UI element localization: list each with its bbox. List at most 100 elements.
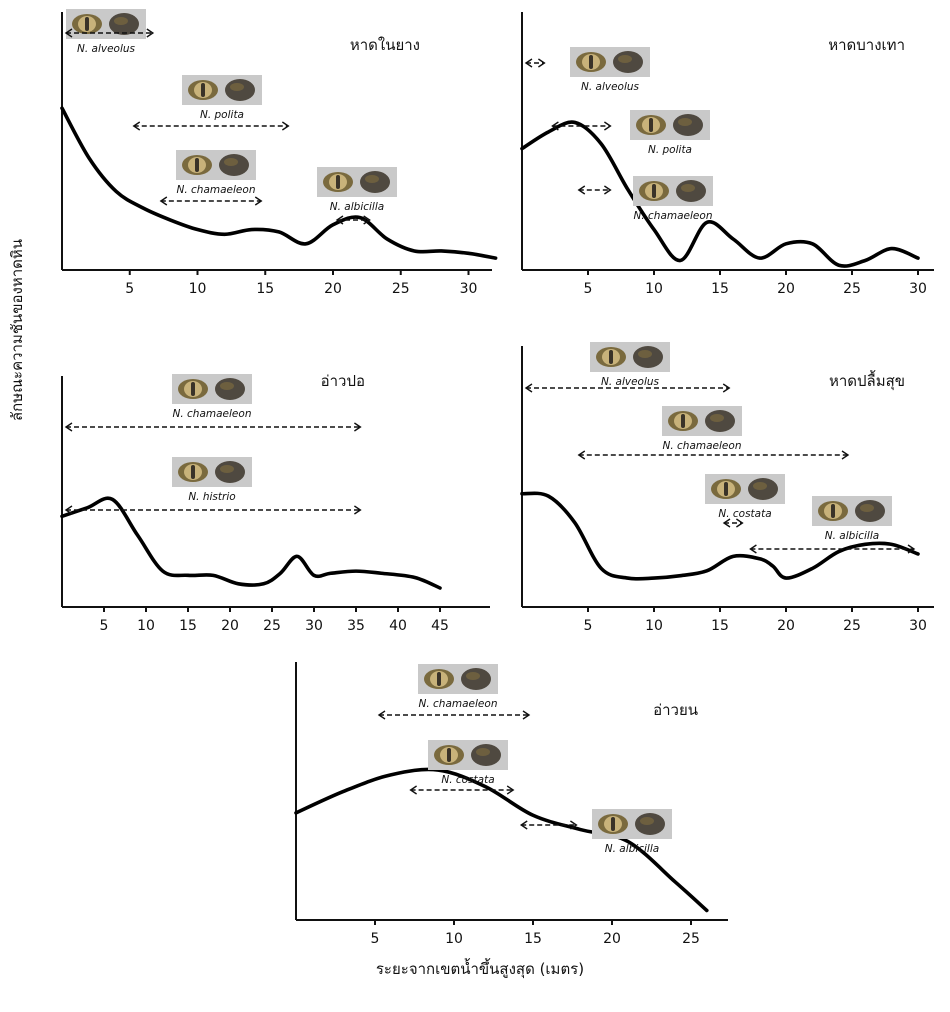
arrow-left-head [335, 215, 344, 225]
x-tick-label: 20 [777, 618, 795, 634]
x-tick-label: 30 [909, 281, 927, 297]
shell-highlight [681, 184, 695, 192]
x-tick-label: 15 [256, 281, 274, 297]
species-name: N. costata [441, 774, 494, 786]
shell-highlight [230, 83, 244, 91]
shell-photo [428, 740, 508, 770]
species-name: N. chamaeleon [173, 408, 252, 420]
arrow-right-head [354, 422, 362, 432]
arrow-left-head [749, 544, 757, 554]
panel-4: 5 10 15 20 25 30 หาดปลื้มสุข N. alveolus N. cham… [520, 342, 934, 634]
shell-photo [630, 110, 710, 140]
arrow-right-head [722, 383, 731, 393]
shell-photo [570, 47, 650, 77]
arrow-left-head [409, 785, 417, 795]
panels: 5 10 15 20 25 30 หาดในยาง N. alveolus N. polita N… [60, 9, 934, 947]
species-range: N. chamaeleon [577, 406, 850, 460]
arrow-right-head [146, 28, 155, 38]
shell-highlight [476, 748, 490, 756]
shell-photo [172, 374, 252, 404]
shell-operculum-slit [589, 55, 593, 69]
shell-highlight [466, 672, 480, 680]
x-tick-label: 5 [371, 931, 380, 947]
x-tick-label: 15 [524, 931, 542, 947]
shell-operculum-slit [652, 184, 656, 198]
arrow-right-head [538, 58, 546, 68]
x-tick-label: 10 [137, 618, 155, 634]
slope-profile-line [294, 767, 709, 913]
slope-profile-line [60, 496, 442, 590]
x-tick-label: 20 [603, 931, 621, 947]
x-tick-label: 10 [645, 618, 663, 634]
shell-photo [812, 496, 892, 526]
species-name: N. histrio [188, 491, 235, 503]
shell-operculum-slit [336, 175, 340, 189]
x-tick-label: 5 [125, 281, 134, 297]
species-range: N. chamaeleon [577, 176, 713, 222]
species-range: N. polita [132, 75, 290, 131]
shell-highlight [640, 817, 654, 825]
species-name: N. chamaeleon [634, 210, 713, 222]
arrow-left-head [64, 505, 73, 515]
shell-photo [705, 474, 785, 504]
x-tick-label: 15 [179, 618, 197, 634]
shell-highlight [860, 504, 874, 512]
arrow-right-head [907, 544, 916, 554]
x-tick-label: 5 [584, 618, 593, 634]
x-tick-label: 25 [843, 281, 861, 297]
species-range: N. alveolus [524, 342, 731, 393]
arrow-left-head [551, 121, 559, 131]
x-axis-title: ระยะจากเขตน้ำขึ้นสูงสุด (เมตร) [376, 958, 584, 979]
x-tick-label: 15 [711, 281, 729, 297]
species-name: N. alveolus [77, 43, 136, 55]
arrow-right-head [570, 820, 578, 830]
species-range: N. polita [551, 110, 710, 156]
species-range: N. albicilla [519, 809, 672, 855]
shell-operculum-slit [195, 158, 199, 172]
species-range: N. albicilla [317, 167, 397, 225]
x-tick-label: 30 [305, 618, 323, 634]
shell-photo [592, 809, 672, 839]
species-range: N. alveolus [524, 47, 650, 93]
x-tick-label: 30 [909, 618, 927, 634]
species-name: N. costata [718, 508, 771, 520]
species-range: N. albicilla [749, 496, 916, 554]
panel-1: 5 10 15 20 25 30 หาดในยาง N. alveolus N. polita N… [60, 9, 498, 297]
panel-5: 5 10 15 20 25 อ่าวยน N. chamaeleon N. costata N.… [294, 662, 728, 947]
shell-operculum-slit [191, 382, 195, 396]
species-range: N. chamaeleon [64, 374, 362, 432]
arrow-left-head [159, 196, 168, 206]
shell-photo [172, 457, 252, 487]
species-range: N. chamaeleon [377, 664, 531, 720]
site-title: หาดบางเทา [828, 36, 905, 54]
shell-photo [633, 176, 713, 206]
species-name: N. alveolus [581, 81, 640, 93]
species-name: N. polita [200, 109, 244, 121]
arrow-right-head [604, 121, 612, 131]
arrow-left-head [524, 58, 533, 68]
y-axis-title: ลักษณะความชันของหาดหิน [8, 239, 26, 421]
arrow-left-head [64, 28, 73, 38]
site-title: หาดปลื้มสุข [829, 370, 905, 391]
species-range: N. alveolus [64, 9, 155, 55]
species-name: N. albicilla [605, 843, 659, 855]
shell-highlight [224, 158, 238, 166]
shell-operculum-slit [609, 350, 613, 364]
arrow-left-head [132, 121, 141, 131]
x-tick-label: 5 [584, 281, 593, 297]
shell-photo [662, 406, 742, 436]
shell-photo [182, 75, 262, 105]
arrow-left-head [577, 185, 586, 195]
shell-operculum-slit [201, 83, 205, 97]
arrow-left-head [64, 422, 73, 432]
species-range: N. histrio [64, 457, 362, 515]
shell-photo [317, 167, 397, 197]
arrow-right-head [736, 518, 744, 528]
x-tick-label: 25 [263, 618, 281, 634]
shell-operculum-slit [191, 465, 195, 479]
shell-photo [590, 342, 670, 372]
shell-highlight [678, 118, 692, 126]
x-tick-label: 15 [711, 618, 729, 634]
x-tick-label: 30 [460, 281, 478, 297]
